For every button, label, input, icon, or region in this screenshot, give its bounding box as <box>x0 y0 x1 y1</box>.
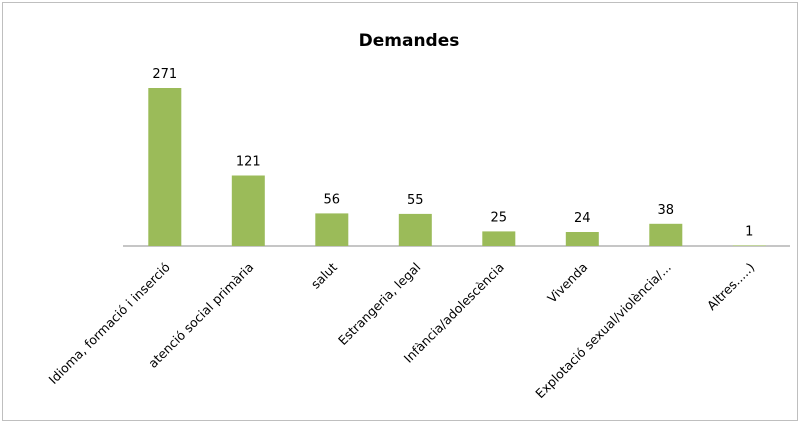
bar-5 <box>482 231 516 246</box>
data-label-6: 24 <box>574 211 591 226</box>
data-labels-group: 271 121 56 55 25 24 38 1 <box>152 67 753 239</box>
chart-title: Demandes <box>359 31 460 51</box>
data-label-1: 271 <box>152 67 177 82</box>
category-label-6: Vivenda <box>544 260 590 306</box>
category-label-4: Estrangeria, legal <box>335 260 423 348</box>
data-label-3: 56 <box>324 192 341 207</box>
category-label-8: Altres.....) <box>704 260 758 314</box>
bar-7 <box>649 223 683 246</box>
bars-group <box>148 88 766 246</box>
bar-8 <box>732 245 766 246</box>
data-label-8: 1 <box>745 224 753 239</box>
data-label-4: 55 <box>407 193 424 208</box>
data-label-7: 38 <box>658 203 675 218</box>
bar-6 <box>565 232 599 246</box>
data-label-5: 25 <box>491 210 508 225</box>
bar-4 <box>398 213 432 246</box>
bar-3 <box>315 213 349 246</box>
category-label-7: Explotació sexual/violència/... <box>532 260 674 402</box>
bar-2 <box>231 175 265 246</box>
bar-1 <box>148 88 182 246</box>
data-label-2: 121 <box>236 155 261 170</box>
category-label-3: salut <box>308 259 340 291</box>
